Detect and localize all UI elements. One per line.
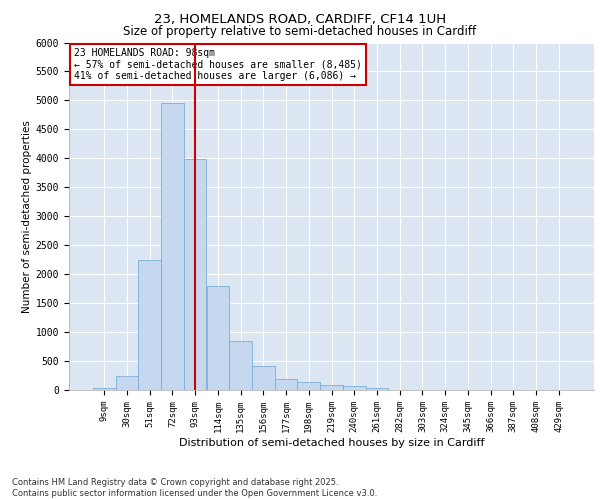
Bar [298, 382, 320, 390]
Bar [275, 379, 298, 390]
Bar [343, 386, 365, 390]
Text: Size of property relative to semi-detached houses in Cardiff: Size of property relative to semi-detach… [124, 25, 476, 38]
Text: Contains HM Land Registry data © Crown copyright and database right 2025.
Contai: Contains HM Land Registry data © Crown c… [12, 478, 377, 498]
Bar [116, 376, 139, 390]
Text: 23, HOMELANDS ROAD, CARDIFF, CF14 1UH: 23, HOMELANDS ROAD, CARDIFF, CF14 1UH [154, 12, 446, 26]
Y-axis label: Number of semi-detached properties: Number of semi-detached properties [22, 120, 32, 312]
Text: 23 HOMELANDS ROAD: 98sqm
← 57% of semi-detached houses are smaller (8,485)
41% o: 23 HOMELANDS ROAD: 98sqm ← 57% of semi-d… [74, 48, 362, 81]
Bar [365, 388, 388, 390]
Bar [320, 386, 343, 390]
Bar [161, 104, 184, 390]
Bar [184, 160, 206, 390]
Bar [252, 366, 275, 390]
X-axis label: Distribution of semi-detached houses by size in Cardiff: Distribution of semi-detached houses by … [179, 438, 484, 448]
Bar [229, 341, 252, 390]
Bar [93, 388, 116, 390]
Bar [139, 260, 161, 390]
Bar [206, 286, 229, 390]
